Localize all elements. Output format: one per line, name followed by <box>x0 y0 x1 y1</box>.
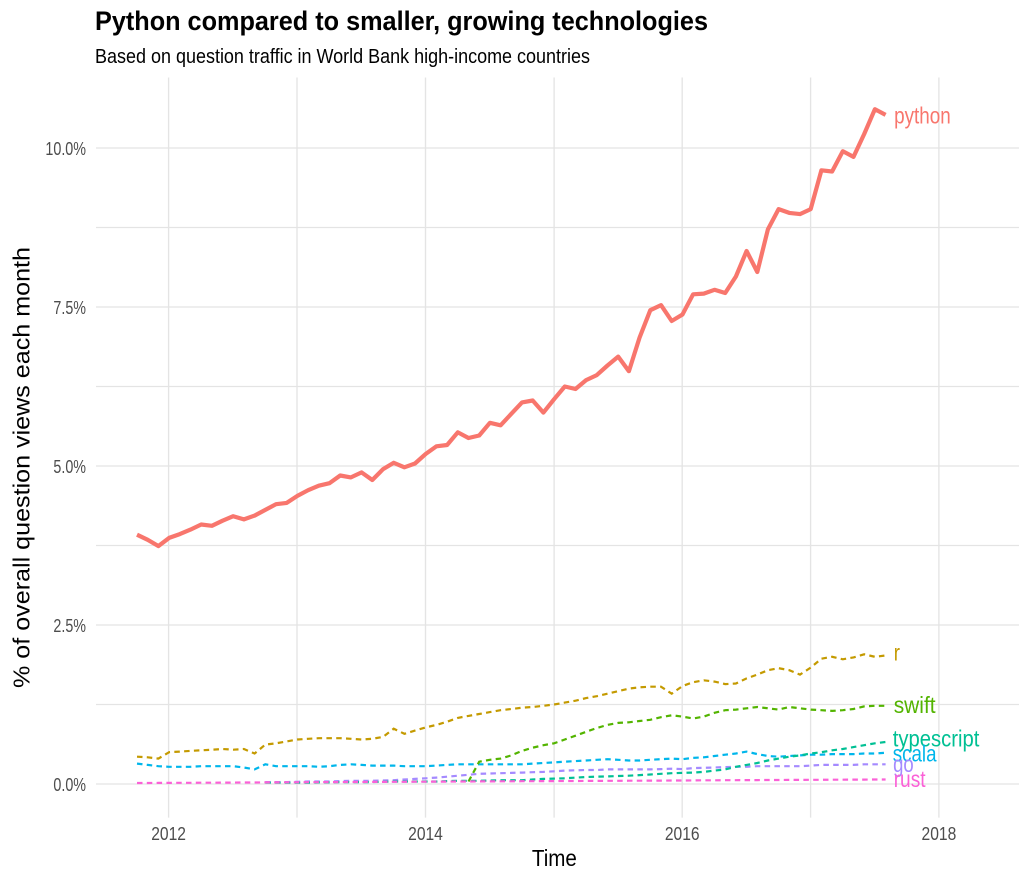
svg-text:% of overall question views ea: % of overall question views each month <box>9 247 35 688</box>
svg-text:python: python <box>894 103 951 129</box>
svg-text:0.0%: 0.0% <box>53 775 86 795</box>
svg-text:scala: scala <box>893 740 937 766</box>
svg-text:7.5%: 7.5% <box>53 298 86 318</box>
svg-text:go: go <box>893 751 914 777</box>
svg-text:r: r <box>894 640 900 666</box>
svg-text:swift: swift <box>894 692 936 718</box>
svg-text:Python compared to smaller, gr: Python compared to smaller, growing tech… <box>95 6 708 36</box>
svg-text:10.0%: 10.0% <box>45 139 86 159</box>
svg-text:typescript: typescript <box>893 726 980 752</box>
svg-text:Time: Time <box>532 845 577 871</box>
svg-text:Based on question traffic in W: Based on question traffic in World Bank … <box>95 45 590 68</box>
svg-text:2014: 2014 <box>408 824 443 844</box>
svg-text:2.5%: 2.5% <box>53 616 86 636</box>
svg-text:2012: 2012 <box>151 824 186 844</box>
svg-text:rust: rust <box>894 766 926 792</box>
svg-text:2016: 2016 <box>665 824 700 844</box>
svg-text:5.0%: 5.0% <box>53 457 86 477</box>
svg-text:2018: 2018 <box>922 824 957 844</box>
